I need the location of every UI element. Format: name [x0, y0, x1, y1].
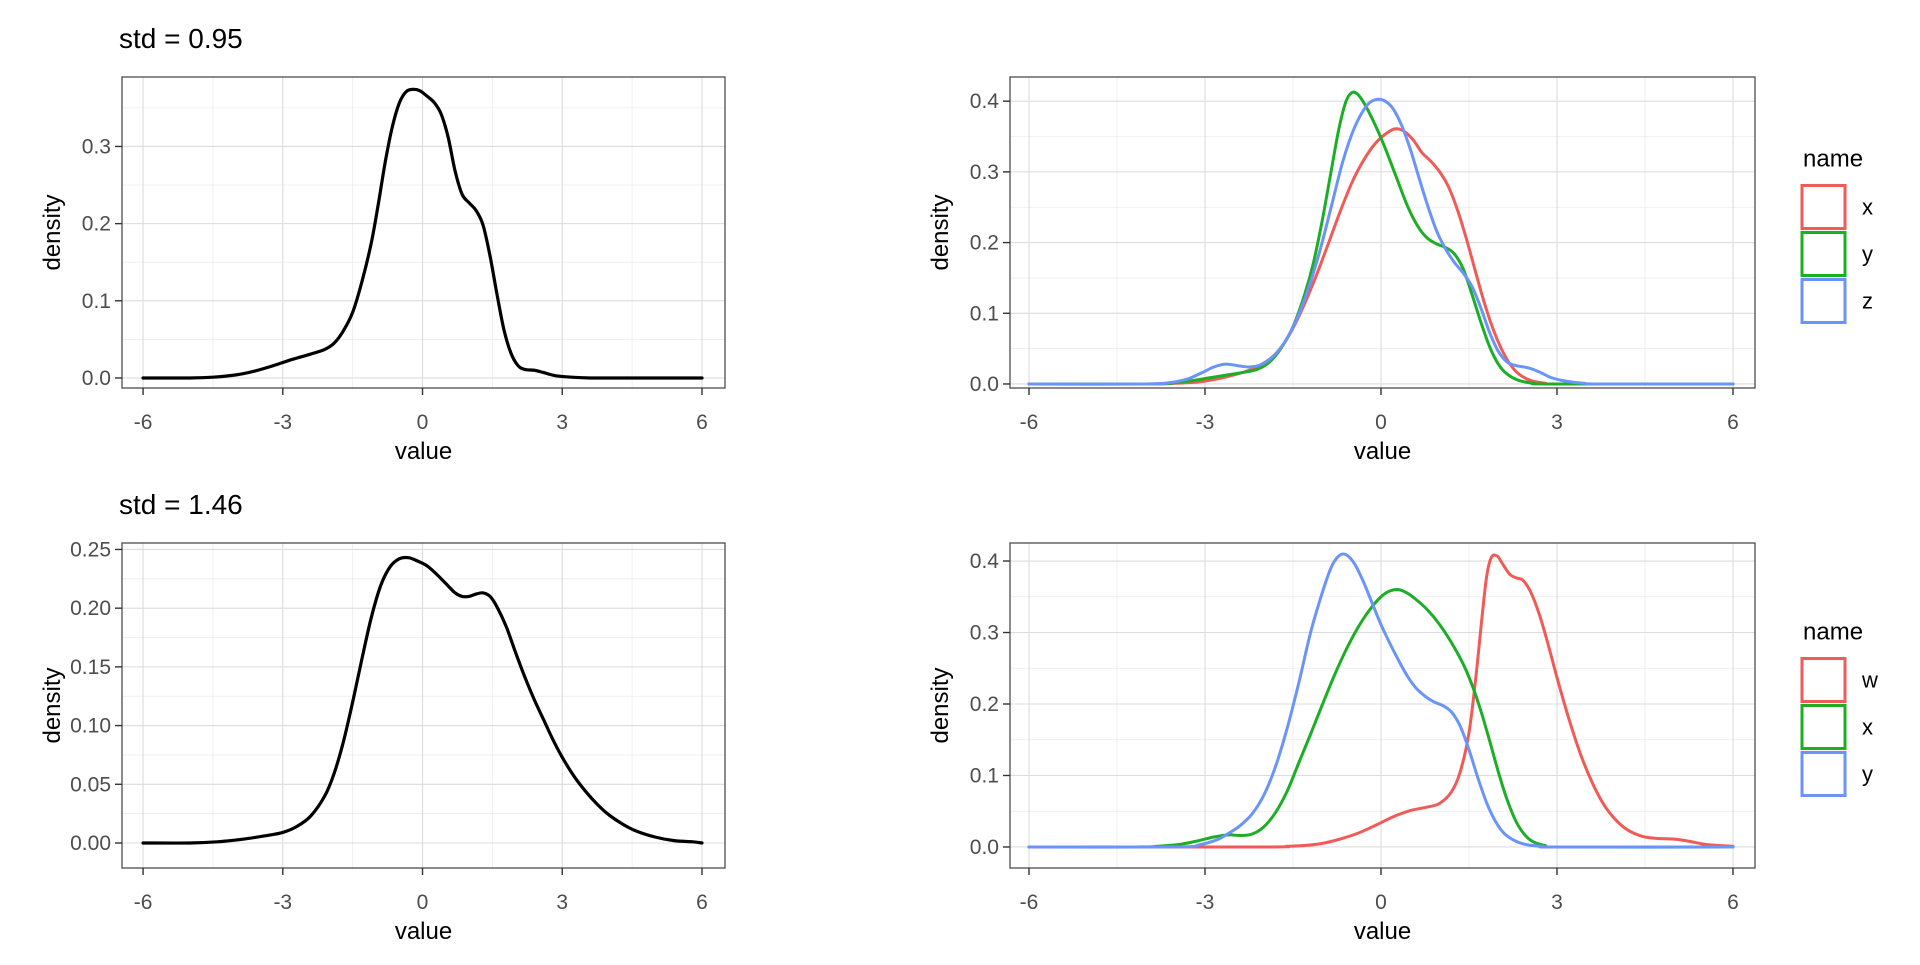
y-tick-label: 0.1 [970, 764, 999, 787]
legend-label: z [1862, 289, 1873, 314]
y-tick-label: 0.00 [70, 832, 111, 855]
y-tick-label: 0.4 [970, 550, 1000, 573]
legend-title: name [1803, 619, 1863, 646]
y-tick-label: 0.3 [82, 135, 111, 158]
legend: name xyz [1800, 146, 1873, 324]
panel-title: std = 0.95 [119, 23, 243, 54]
x-tick-label: -3 [1196, 411, 1215, 434]
y-tick-label: 0.3 [970, 161, 999, 184]
x-tick-label: 6 [1727, 411, 1739, 434]
panel-std-095-by-name: -6 -3 0 3 6 0.0 0.1 0.2 0.3 0.4 value density name xy… [927, 76, 1873, 465]
legend-label: y [1862, 762, 1873, 787]
y-tick-label: 0.4 [970, 90, 1000, 113]
y-tick-label: 0.15 [70, 656, 111, 679]
y-axis-title: density [39, 667, 66, 743]
x-tick-label: 6 [696, 411, 708, 434]
legend-key-x [1800, 704, 1847, 750]
legend-label: y [1862, 242, 1873, 267]
y-tick-label: 0.0 [970, 836, 999, 859]
panel-border [121, 76, 726, 389]
legend-title: name [1803, 146, 1863, 173]
legend-label: w [1861, 668, 1878, 693]
x-tick-label: 3 [556, 411, 568, 434]
x-tick-label: -6 [134, 891, 153, 914]
x-tick-label: 3 [1551, 891, 1563, 914]
y-tick-label: 0.1 [82, 290, 111, 313]
density-curve-z [1027, 97, 1735, 386]
x-tick-label: 6 [1727, 891, 1739, 914]
x-tick-label: -3 [273, 411, 292, 434]
y-tick-label: 0.1 [970, 302, 999, 325]
x-tick-label: 0 [417, 411, 429, 434]
y-tick-label: 0.3 [970, 622, 999, 645]
panel-std-146-by-name: -6 -3 0 3 6 0.0 0.1 0.2 0.3 0.4 value density name wx… [927, 542, 1878, 945]
density-curve-w [1027, 553, 1735, 849]
legend-key-w [1800, 657, 1847, 703]
panel-border [1009, 76, 1756, 389]
density-curve-y [1027, 552, 1735, 849]
y-tick-label: 0.2 [970, 693, 999, 716]
legend-key-x [1800, 184, 1847, 230]
x-axis-title: value [1354, 918, 1411, 945]
x-tick-label: 3 [556, 891, 568, 914]
x-axis-title: value [395, 438, 452, 465]
x-tick-label: 6 [696, 891, 708, 914]
legend-key-y [1800, 231, 1847, 277]
y-axis-title: density [927, 667, 954, 743]
panel-title: std = 1.46 [119, 489, 243, 520]
x-tick-label: -6 [134, 411, 153, 434]
x-tick-label: -6 [1020, 411, 1039, 434]
x-tick-label: -3 [273, 891, 292, 914]
y-tick-label: 0.05 [70, 773, 111, 796]
y-tick-label: 0.25 [70, 538, 111, 561]
x-axis-title: value [395, 918, 452, 945]
panel-background [122, 77, 725, 388]
x-tick-label: -6 [1020, 891, 1039, 914]
legend-label: x [1862, 715, 1873, 740]
x-axis-title: value [1354, 438, 1411, 465]
panel-std-146: -6 -3 0 3 6 0.00 0.05 0.10 0.15 0.20 0.25 value dens… [39, 489, 726, 945]
y-tick-label: 0.10 [70, 715, 111, 738]
density-curve-density [141, 87, 704, 380]
panel-std-095: -6 -3 0 3 6 0.0 0.1 0.2 0.3 value density std = 0.9… [39, 23, 726, 465]
legend-label: x [1862, 195, 1873, 220]
panel-border [1009, 542, 1756, 869]
density-curve-x [1027, 588, 1735, 849]
x-tick-label: 0 [417, 891, 429, 914]
y-tick-label: 0.2 [970, 232, 999, 255]
legend-key-y [1800, 751, 1847, 797]
y-axis-title: density [39, 194, 66, 270]
panel-background [1010, 77, 1755, 388]
x-tick-label: -3 [1196, 891, 1215, 914]
x-tick-label: 0 [1375, 411, 1387, 434]
panel-border [121, 542, 726, 869]
x-tick-label: 3 [1551, 411, 1563, 434]
x-tick-label: 0 [1375, 891, 1387, 914]
panel-background [1010, 543, 1755, 868]
density-curve-density [141, 555, 704, 845]
y-tick-label: 0.0 [970, 373, 999, 396]
density-curve-y [1027, 90, 1735, 386]
y-tick-label: 0.0 [82, 367, 111, 390]
panel-background [122, 543, 725, 868]
legend-key-z [1800, 278, 1847, 324]
legend: name wxy [1800, 619, 1878, 797]
y-axis-title: density [927, 194, 954, 270]
y-tick-label: 0.2 [82, 213, 111, 236]
y-tick-label: 0.20 [70, 597, 111, 620]
